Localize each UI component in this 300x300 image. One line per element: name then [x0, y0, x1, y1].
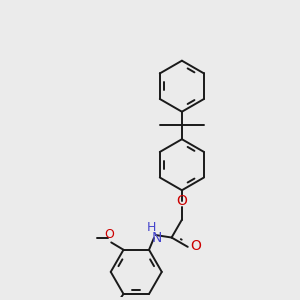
- Text: O: O: [191, 239, 202, 253]
- Text: O: O: [176, 194, 187, 208]
- Text: H: H: [146, 221, 156, 234]
- Text: O: O: [104, 228, 114, 242]
- Text: N: N: [152, 230, 162, 244]
